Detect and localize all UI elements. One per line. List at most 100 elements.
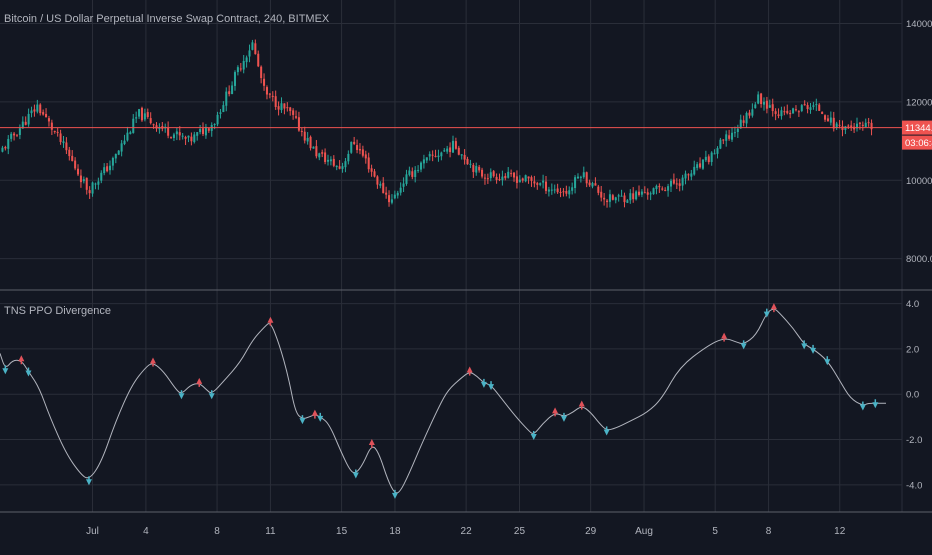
candle-body: [289, 107, 292, 112]
candle-body: [428, 154, 431, 157]
candle-body: [707, 156, 710, 163]
time-axis-ticks[interactable]: Jul 4 8 11 15 18 22 25 29 Aug 5 8 12: [86, 526, 846, 537]
candle-body: [338, 166, 341, 169]
candle-body: [582, 172, 585, 178]
candle-body: [850, 125, 853, 128]
candle-body: [155, 125, 158, 129]
candle-body: [277, 106, 280, 110]
bull-divergence-marker: [208, 393, 215, 400]
candle-body: [591, 183, 594, 187]
candle-body: [13, 133, 16, 136]
bear-divergence-marker: [267, 316, 274, 323]
candle-body: [736, 128, 739, 133]
candle-body: [829, 117, 832, 123]
time-tick-label: 29: [585, 526, 597, 537]
candle-body: [213, 123, 216, 125]
price-grid: [0, 0, 902, 290]
time-tick-label: 11: [265, 526, 276, 537]
candle-body: [123, 140, 126, 145]
candle-body: [867, 122, 870, 124]
bull-divergence-marker: [391, 492, 398, 499]
bear-divergence-marker: [18, 355, 25, 362]
candle-body: [324, 152, 327, 162]
candle-body: [492, 171, 495, 177]
time-tick-label: 8: [214, 526, 220, 537]
candle-body: [315, 146, 318, 157]
candle-body: [672, 179, 675, 184]
candle-body: [861, 124, 864, 126]
candle-body: [510, 173, 513, 175]
candle-body: [640, 191, 643, 195]
candle-body: [94, 183, 97, 185]
bear-divergence-marker: [552, 407, 559, 414]
candle-body: [797, 111, 800, 113]
candle-body: [539, 183, 542, 185]
candle-body: [53, 131, 56, 133]
candle-body: [207, 128, 210, 131]
candle-body: [103, 167, 106, 174]
candle-body: [533, 181, 536, 184]
candle-body: [379, 183, 382, 186]
candle-body: [699, 163, 702, 168]
candle-body: [565, 190, 568, 194]
candle-body: [50, 122, 53, 130]
candle-body: [454, 141, 457, 149]
time-tick-label: 8: [766, 526, 772, 537]
candle-body: [425, 157, 428, 161]
candle-body: [481, 169, 484, 177]
candle-body: [56, 131, 59, 133]
candle-body: [393, 194, 396, 199]
candle-body: [777, 114, 780, 116]
time-tick-label: Aug: [635, 526, 653, 537]
candle-body: [297, 117, 300, 131]
candle-body: [696, 164, 699, 168]
candle-body: [719, 139, 722, 149]
candle-body: [786, 110, 789, 114]
candle-body: [152, 124, 155, 126]
time-tick-label: 5: [712, 526, 718, 537]
candle-body: [812, 105, 815, 107]
candle-body: [318, 153, 321, 158]
candle-body: [527, 176, 530, 179]
candle-body: [544, 181, 548, 191]
candle-body: [745, 113, 748, 124]
bull-divergence-marker: [299, 418, 306, 425]
candle-body: [274, 96, 277, 107]
candle-body: [498, 179, 501, 181]
candle-body: [190, 136, 193, 142]
price-tick-label: 8000.0: [906, 254, 932, 265]
candle-body: [309, 136, 312, 149]
candle-body: [358, 149, 361, 151]
candle-body: [140, 107, 143, 121]
candle-body: [417, 169, 420, 171]
candle-body: [408, 170, 411, 175]
candle-body: [236, 67, 239, 73]
candle-body: [36, 104, 39, 112]
candle-body: [405, 174, 408, 184]
indicator-tick-label: -4.0: [906, 480, 922, 491]
candle-body: [478, 166, 481, 171]
candle-body: [440, 152, 443, 157]
candle-body: [739, 119, 742, 129]
candle-body: [762, 101, 766, 105]
candle-body: [33, 109, 36, 112]
candle-body: [402, 183, 405, 187]
candle-body: [489, 172, 492, 179]
candle-body: [175, 131, 178, 135]
candle-body: [504, 175, 507, 179]
bull-divergence-marker: [480, 381, 487, 388]
candle-body: [132, 118, 135, 133]
candle-body: [826, 118, 829, 122]
candle-body: [530, 177, 533, 181]
candle-body: [167, 127, 170, 136]
candle-body: [815, 104, 818, 106]
candle-body: [411, 171, 414, 177]
candle-body: [370, 168, 373, 172]
candle-body: [486, 178, 489, 180]
candle-body: [111, 157, 114, 166]
price-tick-label: 10000.0: [906, 176, 932, 187]
candle-body: [678, 183, 681, 186]
candle-body: [562, 191, 565, 193]
